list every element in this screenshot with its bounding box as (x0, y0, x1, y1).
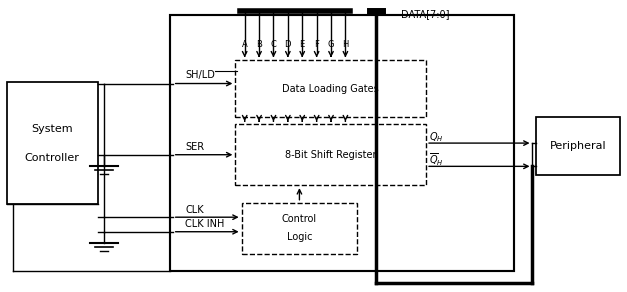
Bar (235, 60, 426, 117)
Bar (7, 82, 98, 204)
Text: Data Loading Gates: Data Loading Gates (282, 84, 379, 94)
Text: Control: Control (282, 214, 317, 224)
Text: F: F (314, 40, 319, 49)
Text: D: D (285, 40, 291, 49)
Bar (241, 203, 357, 253)
Text: B: B (256, 40, 262, 49)
Text: $\overline{Q}_H$: $\overline{Q}_H$ (429, 152, 443, 168)
Text: $Q_H$: $Q_H$ (429, 130, 443, 144)
Text: G: G (328, 40, 334, 49)
Text: Peripheral: Peripheral (549, 141, 606, 151)
Text: A: A (242, 40, 248, 49)
Text: C: C (270, 40, 277, 49)
Text: SER: SER (185, 142, 204, 152)
Bar (170, 15, 514, 271)
Text: System: System (31, 124, 73, 133)
Text: H: H (342, 40, 349, 49)
Text: Controller: Controller (25, 153, 80, 163)
Text: E: E (300, 40, 305, 49)
Text: 8-Bit Shift Register: 8-Bit Shift Register (285, 150, 376, 160)
Bar (235, 124, 426, 185)
Bar (535, 117, 620, 175)
Text: CLK INH: CLK INH (185, 220, 224, 230)
Text: DATA[7:0]: DATA[7:0] (401, 9, 450, 19)
Text: CLK: CLK (185, 205, 204, 215)
Text: Logic: Logic (287, 232, 312, 242)
Text: SH/LD: SH/LD (185, 70, 215, 80)
